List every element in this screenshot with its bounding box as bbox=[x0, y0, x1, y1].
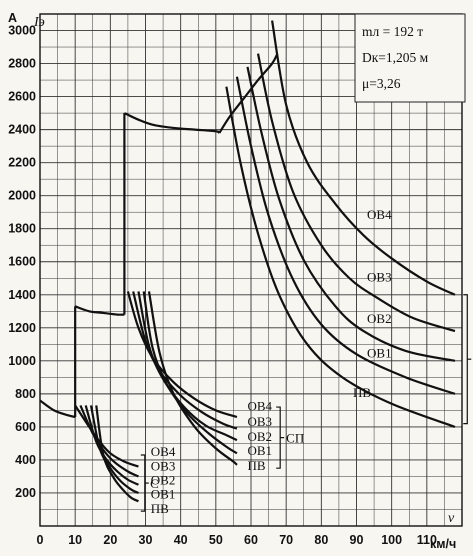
y-axis-unit: A bbox=[8, 11, 17, 25]
tick-labels: 0 10 20 30 40 50 60 70 80 90 100 110 200 400 600 800 100… bbox=[8, 24, 437, 547]
x-tick-label: 40 bbox=[174, 533, 188, 547]
x-tick-label: 20 bbox=[103, 533, 117, 547]
info-diameter: Dк=1,205 м bbox=[362, 50, 429, 65]
series-line-СП-ПВ bbox=[147, 291, 238, 466]
x-tick-label: 90 bbox=[350, 533, 364, 547]
series-line-СП-ОВ1 bbox=[142, 291, 238, 455]
y-tick-label: 400 bbox=[15, 453, 36, 467]
y-tick-label: 600 bbox=[15, 420, 36, 434]
series-labels: ОВ4ОВ3ОВ2ОВ1ПВОВ4ОВ3ОВ2ОВ1ПВОВ4ОВ3ОВ2ОВ1… bbox=[151, 207, 392, 516]
series-label: ОВ3 bbox=[367, 270, 392, 285]
x-tick-label: 30 bbox=[139, 533, 153, 547]
x-tick-label: 0 bbox=[37, 533, 44, 547]
y-tick-label: 1400 bbox=[8, 288, 36, 302]
y-tick-label: 200 bbox=[15, 486, 36, 500]
plot-frame bbox=[39, 13, 463, 527]
series-label: ОВ1 bbox=[151, 487, 176, 502]
envelope-segment bbox=[74, 305, 125, 316]
series-line-С-ПВ bbox=[95, 405, 139, 503]
group-brackets: ССПП bbox=[140, 294, 472, 512]
y-axis-label: Iэ bbox=[33, 15, 45, 30]
series-label: ПВ bbox=[151, 501, 169, 516]
series-label: ОВ2 bbox=[247, 429, 272, 444]
y-tick-label: 2000 bbox=[8, 189, 36, 203]
series-label: ПВ bbox=[247, 458, 265, 473]
envelope-segment bbox=[39, 399, 76, 419]
series-curves bbox=[74, 20, 456, 503]
y-tick-label: 2600 bbox=[8, 90, 36, 104]
x-axis-label: v bbox=[448, 511, 455, 526]
series-label: ОВ2 bbox=[151, 473, 176, 488]
series-label: ОВ1 bbox=[367, 346, 392, 361]
series-label: ПВ bbox=[353, 385, 371, 400]
x-tick-label: 100 bbox=[381, 533, 402, 547]
bracket bbox=[463, 294, 468, 425]
series-label: ОВ4 bbox=[247, 398, 272, 413]
x-tick-label: 80 bbox=[314, 533, 328, 547]
y-tick-label: 1800 bbox=[8, 222, 36, 236]
y-tick-label: 2400 bbox=[8, 123, 36, 137]
y-tick-label: 1600 bbox=[8, 255, 36, 269]
series-line-СП-ОВ3 bbox=[132, 291, 238, 430]
x-tick-label: 70 bbox=[279, 533, 293, 547]
x-tick-label: 50 bbox=[209, 533, 223, 547]
y-tick-label: 3000 bbox=[8, 24, 36, 38]
series-line-С-ОВ3 bbox=[79, 404, 139, 478]
series-line-СП-ОВ2 bbox=[137, 291, 238, 442]
x-tick-label: 110 bbox=[417, 533, 437, 547]
y-tick-label: 1000 bbox=[8, 354, 36, 368]
series-label: ОВ1 bbox=[247, 443, 272, 458]
series-label: ОВ4 bbox=[367, 207, 392, 222]
series-line-П-ПВ bbox=[225, 86, 456, 428]
info-ratio: μ=3,26 bbox=[362, 76, 401, 91]
series-line-П-ОВ1 bbox=[235, 76, 456, 395]
grid bbox=[39, 13, 463, 527]
group-name: С bbox=[150, 476, 159, 491]
group-name: СП bbox=[286, 431, 304, 446]
series-line-П-ОВ2 bbox=[246, 66, 456, 362]
bracket bbox=[276, 406, 281, 469]
series-label: ОВ4 bbox=[151, 444, 176, 459]
bracket bbox=[140, 454, 146, 512]
info-mass: mл = 192 т bbox=[362, 24, 423, 39]
info-box bbox=[354, 13, 466, 103]
y-tick-label: 1200 bbox=[8, 321, 36, 335]
y-tick-label: 800 bbox=[15, 387, 36, 401]
x-tick-label: 60 bbox=[244, 533, 258, 547]
series-label: ОВ3 bbox=[151, 459, 176, 474]
envelope-segment bbox=[123, 112, 221, 134]
series-line-П-ОВ4 bbox=[271, 20, 456, 296]
y-tick-label: 2200 bbox=[8, 156, 36, 170]
series-line-С-ОВ1 bbox=[89, 405, 139, 494]
series-line-СП-ОВ4 bbox=[126, 291, 238, 419]
series-label: ОВ2 bbox=[367, 311, 392, 326]
series-line-П-ОВ3 bbox=[256, 53, 456, 333]
y-tick-label: 2800 bbox=[8, 57, 36, 71]
series-label: ОВ3 bbox=[247, 414, 272, 429]
x-tick-label: 10 bbox=[68, 533, 82, 547]
series-line-С-ОВ2 bbox=[84, 405, 139, 486]
x-axis-unit: км/ч bbox=[430, 537, 456, 551]
